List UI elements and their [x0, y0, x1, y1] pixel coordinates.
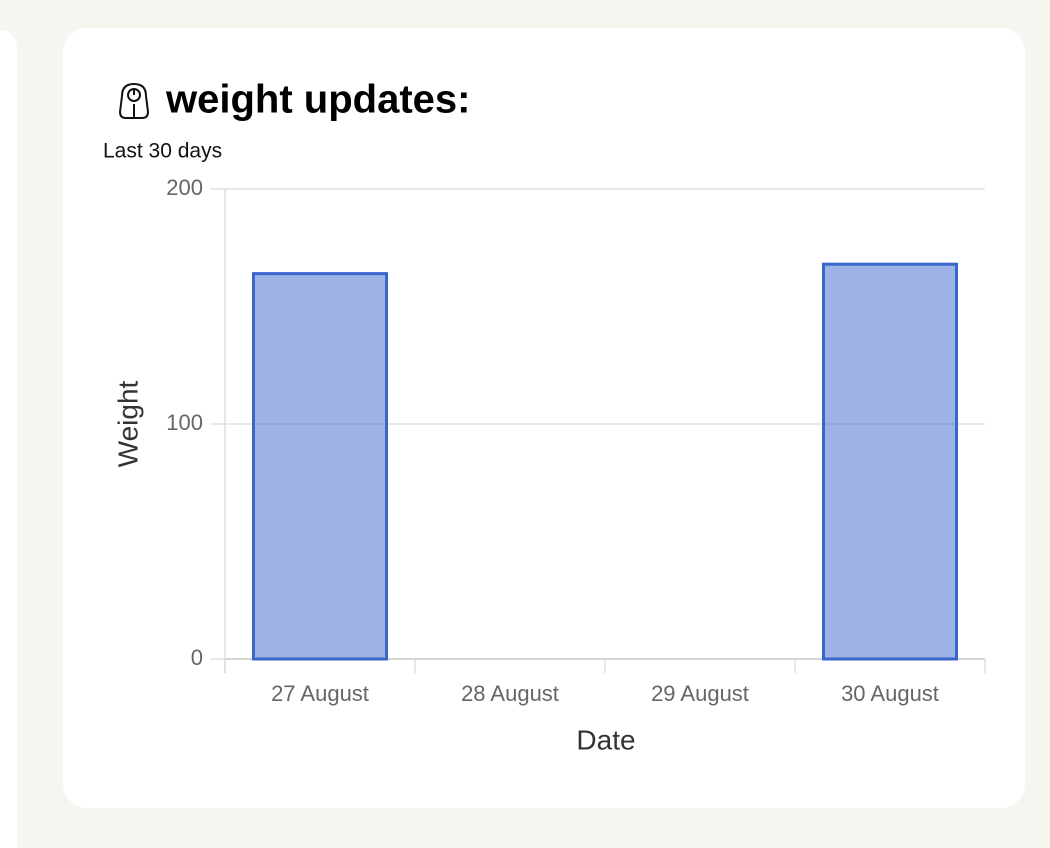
y-axis-label: Weight [112, 380, 143, 467]
y-tick-label: 100 [166, 410, 203, 435]
bar [822, 262, 958, 661]
x-axis-label: Date [576, 724, 635, 755]
x-tick-label: 28 August [461, 681, 559, 706]
bar [252, 272, 388, 661]
x-tick-label: 27 August [271, 681, 369, 706]
y-tick-label: 0 [191, 645, 203, 670]
side-panel [0, 30, 17, 848]
scale-icon [118, 82, 150, 119]
x-tick-label: 29 August [651, 681, 749, 706]
chart-subtitle: Last 30 days [103, 140, 222, 163]
y-tick-label: 200 [166, 175, 203, 200]
chart-title: weight updates: [165, 78, 470, 122]
x-tick-label: 30 August [841, 681, 939, 706]
